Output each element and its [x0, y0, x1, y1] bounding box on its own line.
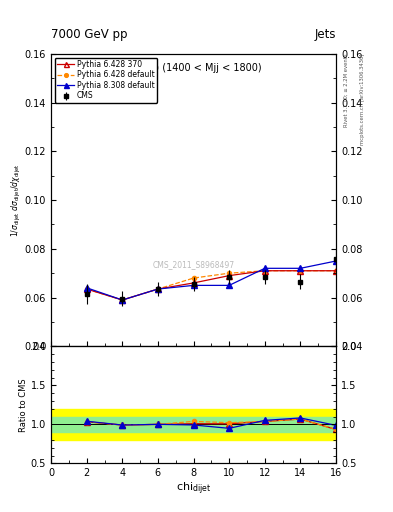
Pythia 6.428 default	[120, 297, 125, 303]
Pythia 8.308 default	[84, 285, 89, 291]
Pythia 6.428 default	[263, 268, 267, 274]
Text: Rivet 3.1.10; ≥ 2.2M events: Rivet 3.1.10; ≥ 2.2M events	[344, 54, 349, 127]
Line: Pythia 6.428 370: Pythia 6.428 370	[84, 268, 339, 303]
Pythia 6.428 default	[298, 268, 303, 274]
Y-axis label: Ratio to CMS: Ratio to CMS	[19, 378, 28, 432]
Pythia 6.428 370	[298, 268, 303, 274]
Text: 7000 GeV pp: 7000 GeV pp	[51, 28, 128, 41]
Text: Jets: Jets	[314, 28, 336, 41]
Pythia 6.428 default	[334, 268, 338, 274]
Line: Pythia 6.428 default: Pythia 6.428 default	[84, 269, 338, 302]
Pythia 8.308 default	[120, 297, 125, 303]
Line: Pythia 8.308 default: Pythia 8.308 default	[84, 258, 339, 303]
Pythia 6.428 default	[156, 286, 160, 292]
Pythia 8.308 default	[298, 265, 303, 271]
Text: CMS_2011_S8968497: CMS_2011_S8968497	[152, 260, 235, 269]
Pythia 8.308 default	[334, 258, 338, 264]
Y-axis label: $1/\sigma_{\rm dijet}\ d\sigma_{\rm dijet}/d\chi_{\rm dijet}$: $1/\sigma_{\rm dijet}\ d\sigma_{\rm dije…	[10, 163, 23, 237]
Pythia 6.428 370	[191, 280, 196, 286]
Pythia 8.308 default	[263, 265, 267, 271]
Legend: Pythia 6.428 370, Pythia 6.428 default, Pythia 8.308 default, CMS: Pythia 6.428 370, Pythia 6.428 default, …	[55, 57, 157, 103]
Pythia 6.428 370	[334, 268, 338, 274]
Pythia 6.428 370	[120, 297, 125, 303]
Pythia 6.428 370	[263, 268, 267, 274]
Pythia 6.428 default	[191, 275, 196, 281]
Pythia 6.428 370	[227, 272, 231, 279]
Text: χ (jets) (1400 < Mjj < 1800): χ (jets) (1400 < Mjj < 1800)	[125, 62, 262, 73]
Pythia 6.428 370	[156, 286, 160, 292]
Pythia 6.428 370	[84, 286, 89, 292]
Pythia 6.428 default	[227, 270, 231, 276]
Pythia 8.308 default	[227, 282, 231, 288]
Text: mcplots.cern.ch [arXiv:1306.3436]: mcplots.cern.ch [arXiv:1306.3436]	[360, 54, 365, 145]
Pythia 8.308 default	[191, 282, 196, 288]
Pythia 8.308 default	[156, 286, 160, 292]
Bar	[51, 417, 336, 432]
X-axis label: chi$_{\rm dijet}$: chi$_{\rm dijet}$	[176, 481, 211, 497]
Bar	[51, 409, 336, 440]
Pythia 6.428 default	[84, 286, 89, 292]
